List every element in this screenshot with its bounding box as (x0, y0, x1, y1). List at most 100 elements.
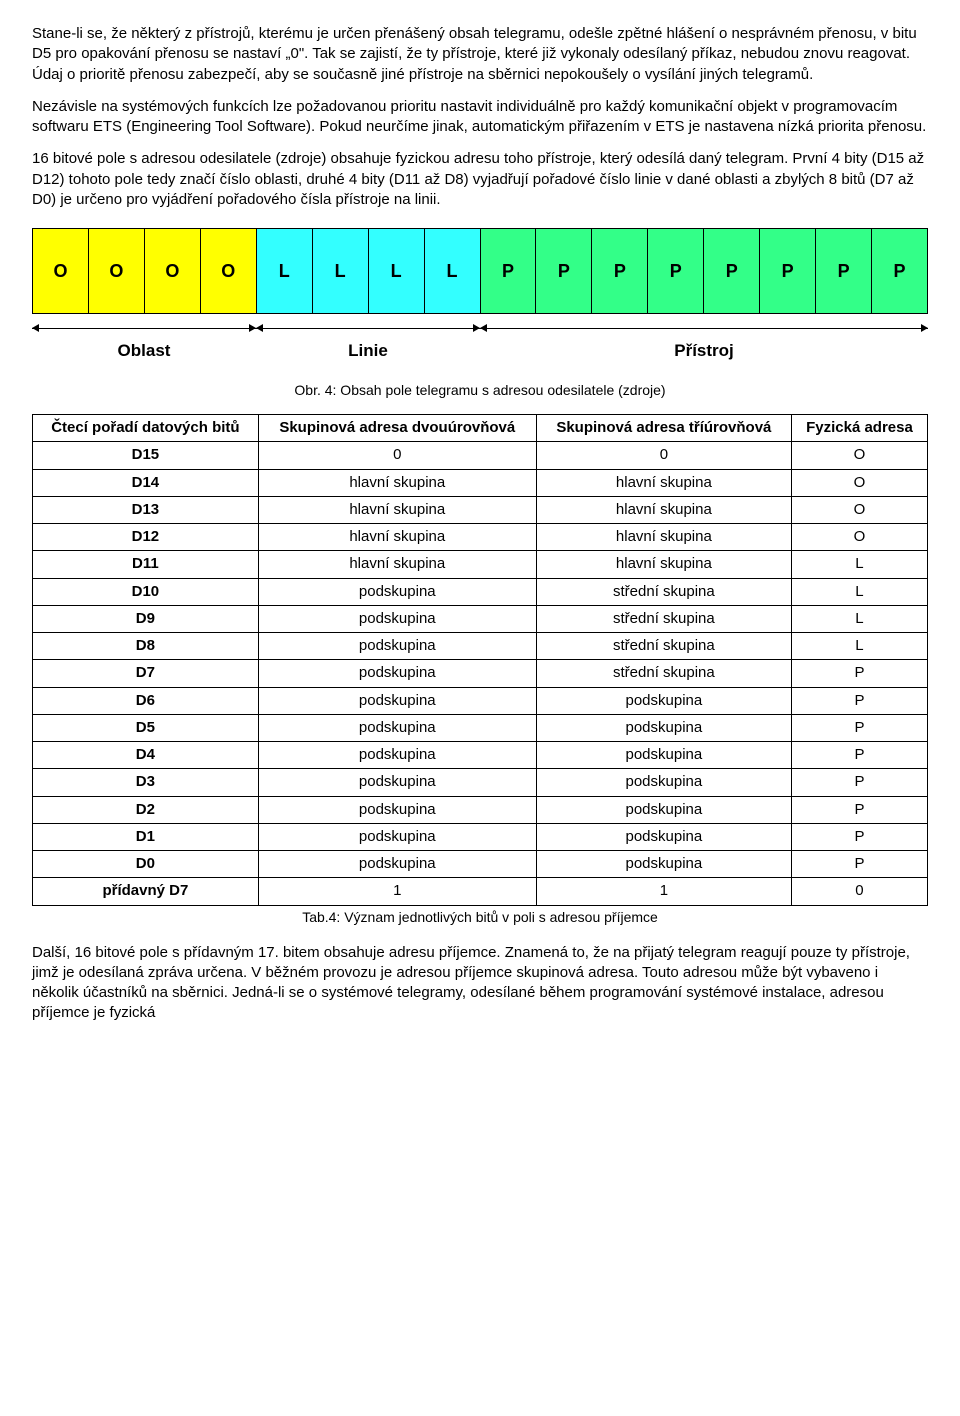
table-cell: 0 (536, 442, 791, 469)
table-cell: L (791, 633, 927, 660)
table-cell: podskupina (536, 823, 791, 850)
table-cell: podskupina (536, 742, 791, 769)
bit-cell: P (536, 229, 592, 313)
group-label: Oblast (32, 320, 256, 363)
table-cell: O (791, 496, 927, 523)
table-cell: D8 (33, 633, 259, 660)
table-cell: D10 (33, 578, 259, 605)
table-cell: hlavní skupina (258, 469, 536, 496)
table-cell: podskupina (258, 687, 536, 714)
table-cell: podskupina (258, 605, 536, 632)
bit-cell: O (33, 229, 89, 313)
table-cell: D7 (33, 660, 259, 687)
table-cell: střední skupina (536, 578, 791, 605)
bit-cell: L (369, 229, 425, 313)
table-row: D8podskupinastřední skupinaL (33, 633, 928, 660)
table-cell: D6 (33, 687, 259, 714)
table-cell: P (791, 714, 927, 741)
table-cell: střední skupina (536, 605, 791, 632)
table-cell: podskupina (258, 578, 536, 605)
bit-cell: P (481, 229, 537, 313)
table-cell: D4 (33, 742, 259, 769)
table-cell: O (791, 469, 927, 496)
table-cell: podskupina (258, 714, 536, 741)
table-cell: podskupina (536, 714, 791, 741)
table-cell: přídavný D7 (33, 878, 259, 905)
table-cell: D0 (33, 851, 259, 878)
table-cell: D3 (33, 769, 259, 796)
table-cell: podskupina (258, 633, 536, 660)
table-cell: podskupina (258, 769, 536, 796)
table-cell: D2 (33, 796, 259, 823)
bits-row: OOOOLLLLPPPPPPPP (32, 228, 928, 314)
table-cell: D1 (33, 823, 259, 850)
bit-cell: O (89, 229, 145, 313)
table-cell: podskupina (258, 742, 536, 769)
table-cell: podskupina (258, 851, 536, 878)
table-row: D5podskupinapodskupinaP (33, 714, 928, 741)
table-cell: D12 (33, 524, 259, 551)
table-cell: střední skupina (536, 660, 791, 687)
table-cell: střední skupina (536, 633, 791, 660)
table-cell: podskupina (258, 796, 536, 823)
table-cell: podskupina (536, 796, 791, 823)
table-cell: hlavní skupina (536, 551, 791, 578)
bit-cell: P (704, 229, 760, 313)
table-cell: 1 (258, 878, 536, 905)
table-cell: P (791, 660, 927, 687)
table-cell: D9 (33, 605, 259, 632)
table-cell: hlavní skupina (258, 524, 536, 551)
table-row: D7podskupinastřední skupinaP (33, 660, 928, 687)
table-row: D1500O (33, 442, 928, 469)
table-cell: P (791, 742, 927, 769)
table-row: D0podskupinapodskupinaP (33, 851, 928, 878)
table-cell: D5 (33, 714, 259, 741)
table-row: D4podskupinapodskupinaP (33, 742, 928, 769)
table-header: Skupinová adresa tříúrovňová (536, 415, 791, 442)
table-cell: hlavní skupina (536, 524, 791, 551)
bit-cell: L (257, 229, 313, 313)
table-cell: hlavní skupina (536, 496, 791, 523)
labels-row: OblastLiniePřístroj (32, 320, 928, 363)
table-row: D14hlavní skupinahlavní skupinaO (33, 469, 928, 496)
bit-cell: O (145, 229, 201, 313)
table-cell: P (791, 687, 927, 714)
table-cell: D15 (33, 442, 259, 469)
table-cell: hlavní skupina (536, 469, 791, 496)
table-caption: Tab.4: Význam jednotlivých bitů v poli s… (32, 908, 928, 927)
table-cell: 0 (791, 878, 927, 905)
table-cell: P (791, 823, 927, 850)
table-cell: D14 (33, 469, 259, 496)
table-row: D12hlavní skupinahlavní skupinaO (33, 524, 928, 551)
table-cell: P (791, 769, 927, 796)
group-label: Přístroj (480, 320, 928, 363)
bits-table: Čtecí pořadí datových bitůSkupinová adre… (32, 414, 928, 906)
bit-cell: L (425, 229, 481, 313)
address-diagram: OOOOLLLLPPPPPPPP OblastLiniePřístroj (32, 228, 928, 363)
table-cell: L (791, 605, 927, 632)
table-row: D1podskupinapodskupinaP (33, 823, 928, 850)
table-row: D11hlavní skupinahlavní skupinaL (33, 551, 928, 578)
table-cell: O (791, 442, 927, 469)
table-row: přídavný D7110 (33, 878, 928, 905)
table-cell: P (791, 851, 927, 878)
table-cell: podskupina (258, 823, 536, 850)
table-cell: L (791, 551, 927, 578)
table-cell: P (791, 796, 927, 823)
bit-cell: P (648, 229, 704, 313)
paragraph-1: Stane-li se, že některý z přístrojů, kte… (32, 24, 928, 85)
table-cell: L (791, 578, 927, 605)
table-cell: hlavní skupina (258, 551, 536, 578)
table-row: D2podskupinapodskupinaP (33, 796, 928, 823)
bit-cell: O (201, 229, 257, 313)
table-cell: hlavní skupina (258, 496, 536, 523)
table-cell: 1 (536, 878, 791, 905)
bit-cell: P (816, 229, 872, 313)
table-cell: podskupina (536, 687, 791, 714)
bit-cell: L (313, 229, 369, 313)
paragraph-3: 16 bitové pole s adresou odesilatele (zd… (32, 149, 928, 210)
table-cell: podskupina (536, 769, 791, 796)
table-cell: podskupina (258, 660, 536, 687)
table-header: Skupinová adresa dvouúrovňová (258, 415, 536, 442)
paragraph-2: Nezávisle na systémových funkcích lze po… (32, 97, 928, 138)
